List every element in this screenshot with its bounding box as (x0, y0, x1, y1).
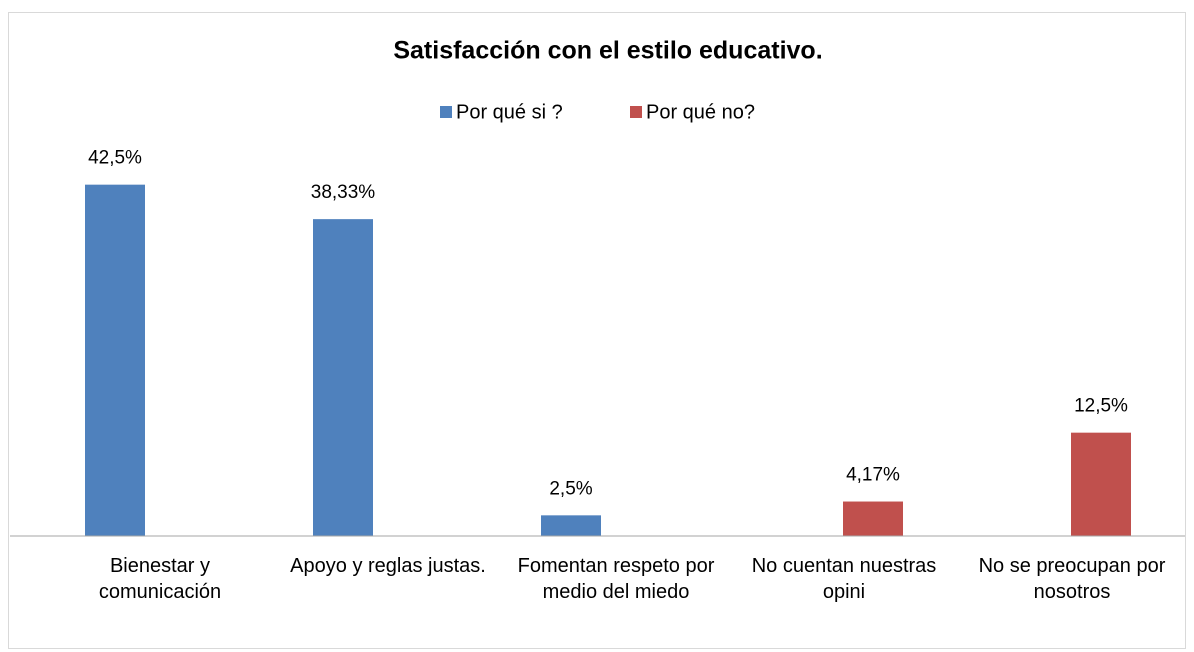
x-tick-label: Bienestar y comunicación (98, 555, 222, 603)
legend-swatch (440, 106, 452, 118)
legend-swatch (630, 106, 642, 118)
legend-label: Por qué si ? (456, 101, 563, 123)
x-tick-label: Fomentan respeto por medio del miedo (517, 555, 715, 603)
data-label: 12,5% (1074, 396, 1128, 417)
x-tick-label: No se preocupan por nosotros (978, 555, 1166, 603)
chart-frame (8, 12, 1186, 649)
bar (313, 219, 373, 536)
bar (1071, 432, 1131, 536)
bar (541, 515, 601, 536)
data-label: 4,17% (846, 465, 900, 486)
x-tick-label: No cuentan nuestras opini (751, 555, 937, 603)
bar (85, 184, 145, 536)
x-tick-label: Apoyo y reglas justas. (290, 555, 486, 577)
bar (843, 501, 903, 536)
data-label: 38,33% (311, 182, 376, 203)
chart-title: Satisfacción con el estilo educativo. (393, 37, 822, 65)
data-label: 2,5% (549, 478, 592, 499)
legend-label: Por qué no? (646, 101, 755, 123)
data-label: 42,5% (88, 148, 142, 169)
